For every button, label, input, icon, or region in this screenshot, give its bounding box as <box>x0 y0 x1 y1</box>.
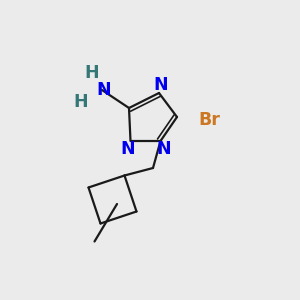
Text: Br: Br <box>198 111 220 129</box>
Text: N: N <box>96 81 111 99</box>
Text: H: H <box>74 93 88 111</box>
Text: N: N <box>120 140 135 158</box>
Text: N: N <box>153 76 168 94</box>
Text: N: N <box>156 140 171 158</box>
Text: H: H <box>84 64 99 82</box>
